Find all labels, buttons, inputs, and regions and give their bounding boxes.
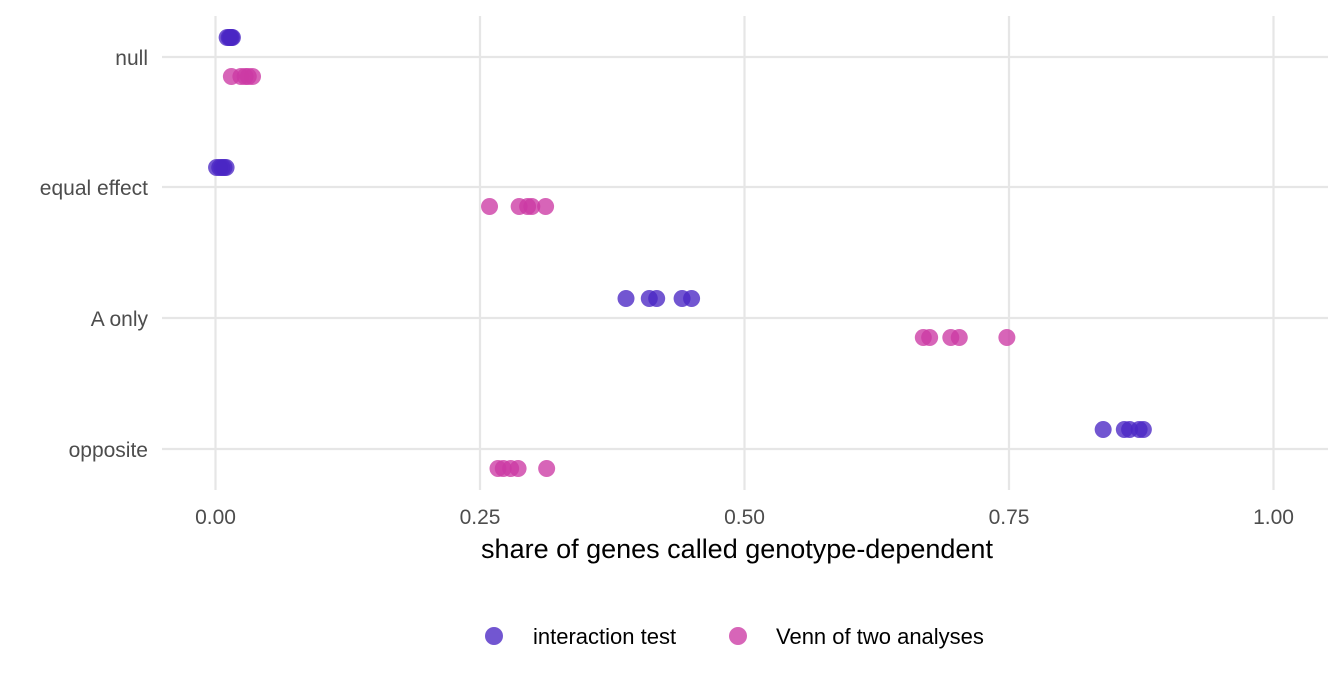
point-interaction-test-14 <box>683 290 701 307</box>
point-venn-of-two-analyses-11 <box>921 329 939 346</box>
grid-lines <box>162 16 1328 490</box>
point-venn-of-two-analyses-18 <box>509 460 527 477</box>
x-tick-label-3: 0.75 <box>989 506 1030 529</box>
x-axis-title: share of genes called genotype-dependent <box>481 534 993 564</box>
point-venn-of-two-analyses-5 <box>481 198 499 215</box>
y-tick-label-1: equal effect <box>40 177 148 200</box>
legend-key-1 <box>729 627 747 645</box>
point-venn-of-two-analyses-19 <box>538 460 556 477</box>
point-interaction-test-15 <box>1094 421 1112 438</box>
legend-label-0: interaction test <box>533 624 676 649</box>
point-interaction-test-9 <box>217 159 235 176</box>
legend: interaction test Venn of two analyses <box>485 624 984 649</box>
y-tick-label-0: null <box>115 47 148 70</box>
x-tick-label-0: 0.00 <box>195 506 236 529</box>
point-venn-of-two-analyses-9 <box>537 198 555 215</box>
point-venn-of-two-analyses-8 <box>523 198 541 215</box>
x-tick-label-1: 0.25 <box>460 506 501 529</box>
legend-key-0 <box>485 627 503 645</box>
point-venn-of-two-analyses-14 <box>998 329 1016 346</box>
point-interaction-test-10 <box>617 290 635 307</box>
point-interaction-test-19 <box>1134 421 1152 438</box>
x-tick-label-2: 0.50 <box>724 506 765 529</box>
x-tick-label-4: 1.00 <box>1253 506 1294 529</box>
point-venn-of-two-analyses-4 <box>244 68 262 85</box>
point-interaction-test-4 <box>223 29 241 46</box>
point-interaction-test-12 <box>648 290 666 307</box>
data-points <box>208 29 1152 477</box>
y-tick-label-3: opposite <box>69 439 148 462</box>
tick-labels: 0.00 0.25 0.50 0.75 1.00 null equal effect A on… <box>40 47 1294 529</box>
y-tick-label-2: A only <box>91 308 149 331</box>
point-venn-of-two-analyses-13 <box>950 329 968 346</box>
legend-label-1: Venn of two analyses <box>776 624 984 649</box>
